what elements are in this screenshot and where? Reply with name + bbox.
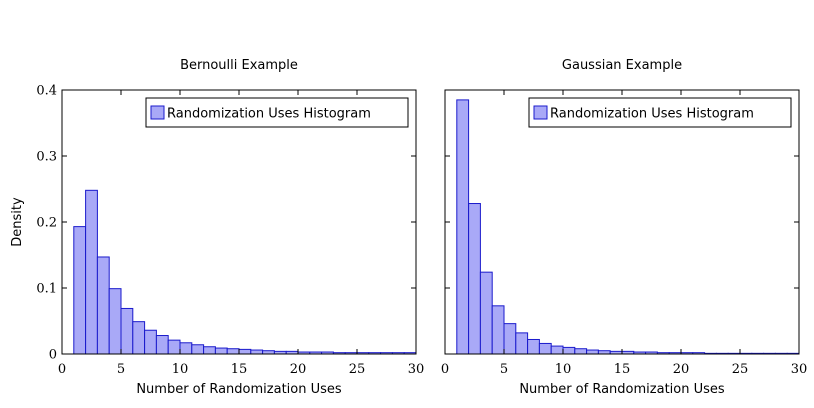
x-tick-label: 20 [673,362,690,377]
histogram-bar [503,323,517,355]
x-tick-label: 10 [172,362,189,377]
x-tick-label: 30 [408,362,425,377]
y-tick-label: 0.4 [36,84,57,99]
histogram-bar [491,305,505,355]
histogram-bar [562,346,576,355]
legend-box [145,97,409,128]
x-tick-label: 5 [500,362,508,377]
histogram-bar [515,332,529,355]
chart-title: Gaussian Example [562,58,682,73]
x-axis-label: Number of Randomization Uses [519,382,725,397]
histogram-bar [144,329,157,355]
x-tick-label: 30 [791,362,808,377]
histogram-bar [479,271,493,355]
histogram-bar [179,342,193,355]
x-tick-label: 20 [290,362,307,377]
legend-box [528,97,792,128]
histogram-bar [456,99,470,355]
x-tick-label: 10 [555,362,572,377]
histogram-bar [120,307,134,355]
histogram-bar [155,335,169,355]
histogram-bar [85,189,98,355]
x-tick-label: 15 [231,362,248,377]
histogram-bar [538,342,552,355]
histogram-bar [250,349,264,355]
y-axis-label: Density [10,197,25,247]
x-tick-label: 5 [117,362,125,377]
histogram-bar [468,203,481,355]
histogram-bar [108,288,122,355]
legend-label: Randomization Uses Histogram [167,107,371,122]
legend-swatch [150,105,165,120]
chart-panel-2: Gaussian Example 0 5 10 15 20 25 30 Number of Ra… [441,58,807,397]
histogram-bar [96,256,110,355]
y-tick-label: 0.1 [36,282,57,297]
histogram-bar [527,338,540,355]
histogram-bar [574,348,588,355]
histogram-bar [238,348,252,355]
legend: Randomization Uses Histogram [528,97,792,128]
x-tick-label: 0 [58,362,66,377]
x-axis-label: Number of Randomization Uses [136,382,342,397]
histogram-bar [214,347,228,355]
chart-title: Bernoulli Example [180,58,298,73]
x-tick-label: 0 [441,362,449,377]
legend-swatch [533,105,548,120]
x-tick-label: 25 [349,362,366,377]
histogram-bar [586,349,599,355]
chart-panel-1: Bernoulli Example 0 5 10 15 20 25 30 0 0.1 0.2 0.3 0… [10,58,424,397]
y-tick-label: 0.2 [36,216,57,231]
x-tick-label: 15 [614,362,631,377]
histogram-bar [203,346,216,355]
histogram-bar [550,345,564,355]
legend-label: Randomization Uses Histogram [550,107,754,122]
histogram-bar [191,344,205,355]
histogram-bar [226,348,240,355]
y-tick-label: 0.3 [36,150,57,165]
legend: Randomization Uses Histogram [145,97,409,128]
histogram-bar [73,226,87,355]
histogram-bar [167,339,181,355]
histogram-bar [132,321,146,355]
x-tick-label: 25 [732,362,749,377]
y-tick-label: 0 [49,348,57,363]
